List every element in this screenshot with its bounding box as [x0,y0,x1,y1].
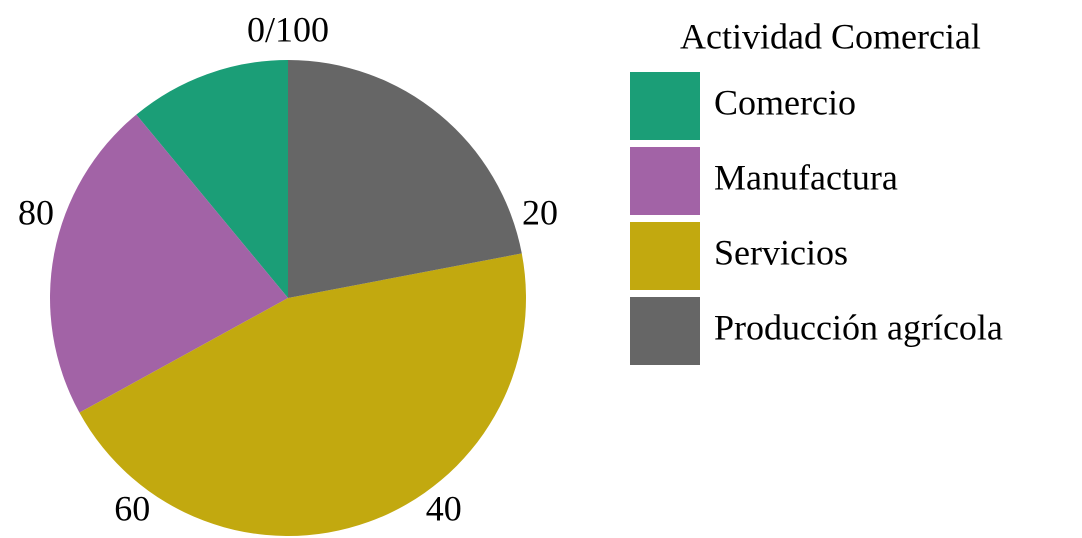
pie-slice [288,60,522,298]
legend-title: Actividad Comercial [680,16,981,56]
angle-tick-label: 60 [114,489,150,529]
legend-swatch [630,147,700,215]
legend-swatch [630,222,700,290]
angle-tick-label: 40 [426,489,462,529]
legend-label: Comercio [714,82,856,122]
pie-slice [136,60,288,298]
angle-tick-label: 20 [522,192,558,232]
pie-slice [49,114,289,413]
legend-swatch [630,297,700,365]
pie-slice [79,253,526,536]
legend-label: Servicios [714,232,848,272]
angle-tick-label: 0/100 [247,9,329,49]
legend-swatch [630,72,700,140]
angle-tick-label: 80 [18,192,54,232]
legend-label: Producción agrícola [714,307,1003,347]
legend-label: Manufactura [714,157,898,197]
